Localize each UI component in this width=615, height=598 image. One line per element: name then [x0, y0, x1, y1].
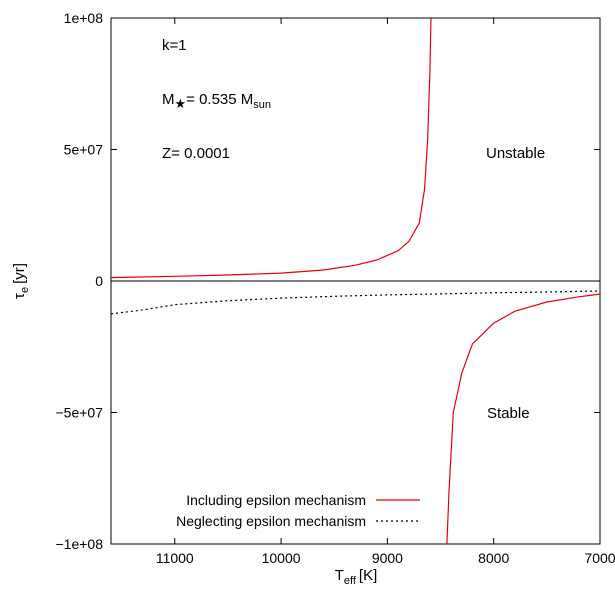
series-line-neglecting-0 — [110, 290, 601, 315]
x-axis-title-sub: eff — [344, 575, 357, 587]
annotation-z: Z= 0.0001 — [162, 145, 230, 162]
annotation-unstable: Unstable — [486, 145, 545, 162]
star-icon: ★ — [175, 96, 187, 111]
x-axis-title: Teff [K] — [335, 567, 378, 587]
legend-label-including: Including epsilon mechanism — [186, 492, 366, 508]
legend-label-neglecting: Neglecting epsilon mechanism — [176, 513, 366, 529]
x-axis-title-unit: [K] — [359, 567, 377, 584]
y-tick-label: 0 — [95, 273, 103, 289]
x-tick-label: 10000 — [262, 550, 301, 566]
series-line-including-0 — [110, 17, 432, 279]
annotation-mass-value: = 0.535 M — [186, 91, 253, 108]
y-tick-label: 1e+08 — [64, 10, 104, 26]
annotation-mass: M★= 0.535 Msun — [162, 91, 271, 111]
legend: Including epsilon mechanism Neglecting e… — [176, 492, 420, 529]
x-tick-label: 11000 — [156, 550, 194, 566]
x-tick-label: 7000 — [584, 550, 615, 566]
y-axis-title-main: τ — [11, 293, 28, 299]
y-tick-label: 5e+07 — [64, 142, 104, 158]
x-axis-title-main: T — [335, 567, 344, 584]
series-line-including-1 — [446, 293, 601, 545]
y-axis-title-sub: e — [19, 287, 31, 293]
annotation-k: k=1 — [162, 37, 187, 54]
annotation-mass-prefix: M — [162, 91, 175, 108]
y-tick-label: −1e+08 — [56, 536, 104, 552]
y-axis-title: τe [yr] — [11, 263, 31, 299]
x-tick-label: 9000 — [372, 550, 403, 566]
annotation-stable: Stable — [487, 405, 530, 422]
y-axis-title-unit: [yr] — [11, 263, 28, 284]
y-tick-label: −5e+07 — [56, 405, 104, 421]
annotation-mass-sub: sun — [253, 99, 271, 111]
x-tick-label: 8000 — [478, 550, 509, 566]
